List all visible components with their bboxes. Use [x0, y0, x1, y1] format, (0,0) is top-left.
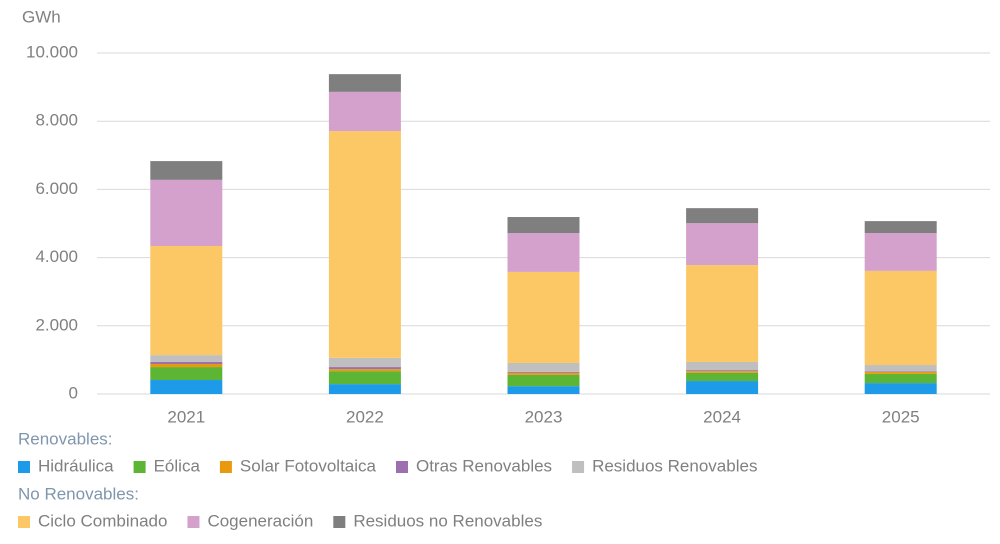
legend-swatch: [133, 461, 146, 473]
bar-segment: [150, 380, 223, 394]
legend-label: Residuos Renovables: [592, 456, 757, 475]
bar-segment: [150, 355, 223, 362]
bar-segment: [150, 179, 223, 247]
x-tick-label: 2022: [346, 407, 384, 426]
x-tick-label: 2024: [703, 407, 741, 426]
bar-segment: [686, 361, 759, 371]
bar-segment: [507, 386, 580, 394]
bar-segment: [328, 367, 401, 370]
bar-segment: [328, 369, 401, 372]
legend-swatch: [333, 516, 346, 528]
bar-segment: [864, 371, 937, 374]
bar-segment: [328, 371, 401, 385]
legend-swatch: [219, 461, 232, 473]
y-axis-unit: GWh: [22, 7, 61, 26]
legend-group-title: Renovables:: [18, 429, 113, 448]
y-tick-label: 2.000: [35, 315, 78, 334]
bar-segment: [150, 367, 223, 381]
legend-label: Eólica: [154, 456, 201, 475]
x-tick-label: 2025: [882, 407, 920, 426]
bar-segment: [686, 371, 759, 373]
legend-swatch: [18, 516, 30, 528]
x-tick-label: 2023: [525, 407, 563, 426]
legend-label: Residuos no Renovables: [353, 511, 542, 530]
legend-label: Cogeneración: [207, 511, 313, 530]
bar-segment: [328, 131, 401, 358]
bar-segment: [150, 361, 223, 364]
y-tick-label: 0: [69, 383, 78, 402]
bar-segment: [507, 374, 580, 387]
bar-segment: [507, 371, 580, 373]
x-tick-label: 2021: [167, 407, 205, 426]
bar-segment: [150, 363, 223, 368]
legend-swatch: [18, 461, 30, 473]
bar-segment: [150, 246, 223, 356]
bar-segment: [864, 365, 937, 372]
bar-segment: [507, 372, 580, 375]
bar-segment: [686, 208, 759, 224]
bar-segment: [864, 221, 937, 234]
legend-label: Solar Fotovoltaica: [240, 456, 377, 475]
bar-segment: [686, 223, 759, 266]
bar-segment: [328, 357, 401, 368]
legend-label: Hidráulica: [38, 456, 114, 475]
bar-segment: [686, 265, 759, 362]
bar-segment: [507, 362, 580, 372]
bar-segment: [507, 233, 580, 272]
legend-group-title: No Renovables:: [18, 484, 139, 503]
legend-label: Ciclo Combinado: [38, 511, 167, 530]
bar-segment: [328, 74, 401, 92]
bar-segment: [686, 370, 759, 372]
bar-segment: [864, 371, 937, 372]
bar-segment: [686, 372, 759, 382]
bar-segment: [864, 383, 937, 394]
y-tick-label: 6.000: [35, 179, 78, 198]
bar-segment: [864, 233, 937, 271]
bar-segment: [150, 161, 223, 180]
legend-swatch: [572, 461, 585, 473]
y-tick-label: 4.000: [35, 247, 78, 266]
y-tick-label: 10.000: [26, 42, 78, 61]
bar-segment: [507, 271, 580, 363]
bar-segment: [507, 217, 580, 234]
bar-segment: [864, 270, 937, 366]
bar-segment: [864, 373, 937, 384]
bar-segment: [686, 381, 759, 394]
bar-segment: [328, 384, 401, 394]
bar-segment: [328, 91, 401, 132]
legend-label: Otras Renovables: [416, 456, 552, 475]
legend-swatch: [395, 461, 408, 473]
legend-swatch: [187, 516, 200, 528]
y-tick-label: 8.000: [35, 111, 78, 130]
